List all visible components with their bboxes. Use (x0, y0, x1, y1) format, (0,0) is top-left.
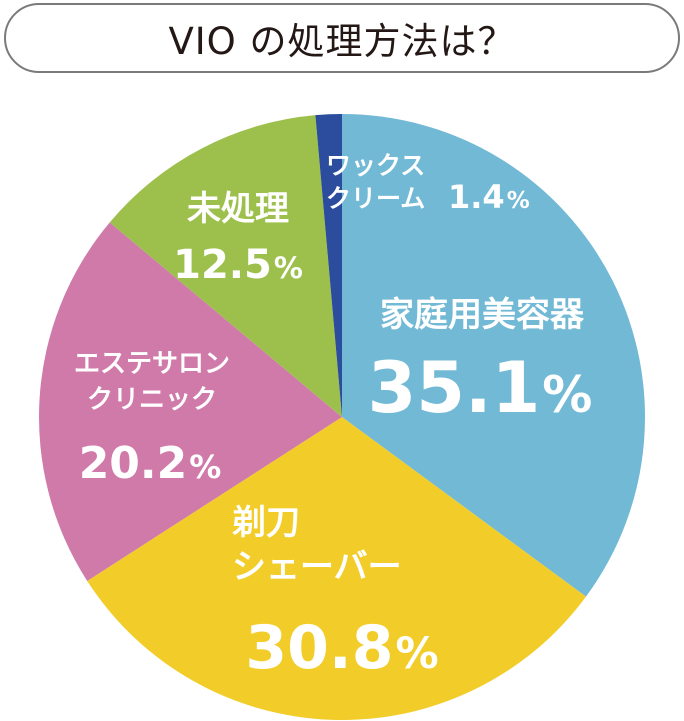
slice-label: クリニック (87, 385, 217, 415)
slice-label: シェーバー (232, 547, 402, 587)
slice-value-label: 1.4% (448, 178, 530, 216)
slice-label: エステサロン (74, 349, 230, 379)
slice-label: 未処理 (187, 189, 289, 229)
slice-label: クリーム (326, 184, 425, 213)
pie-slice (87, 417, 587, 721)
slice-label: 家庭用美容器 (380, 295, 585, 335)
slice-value-label: 20.2% (79, 438, 222, 489)
pie-slice (342, 114, 646, 597)
slice-value-label: 30.8% (245, 613, 438, 683)
pie-slice (38, 222, 343, 581)
slice-value-label: 12.5% (173, 242, 303, 288)
slice-label: ワックス (326, 151, 425, 180)
pie-slice (109, 115, 342, 418)
title-box: VIO の処理方法は？ (4, 3, 680, 73)
pie-slice (315, 114, 342, 417)
slice-label: 剃刀 (232, 503, 300, 543)
slice-value-label: 35.1% (368, 347, 593, 429)
chart-title: VIO の処理方法は？ (168, 20, 516, 63)
